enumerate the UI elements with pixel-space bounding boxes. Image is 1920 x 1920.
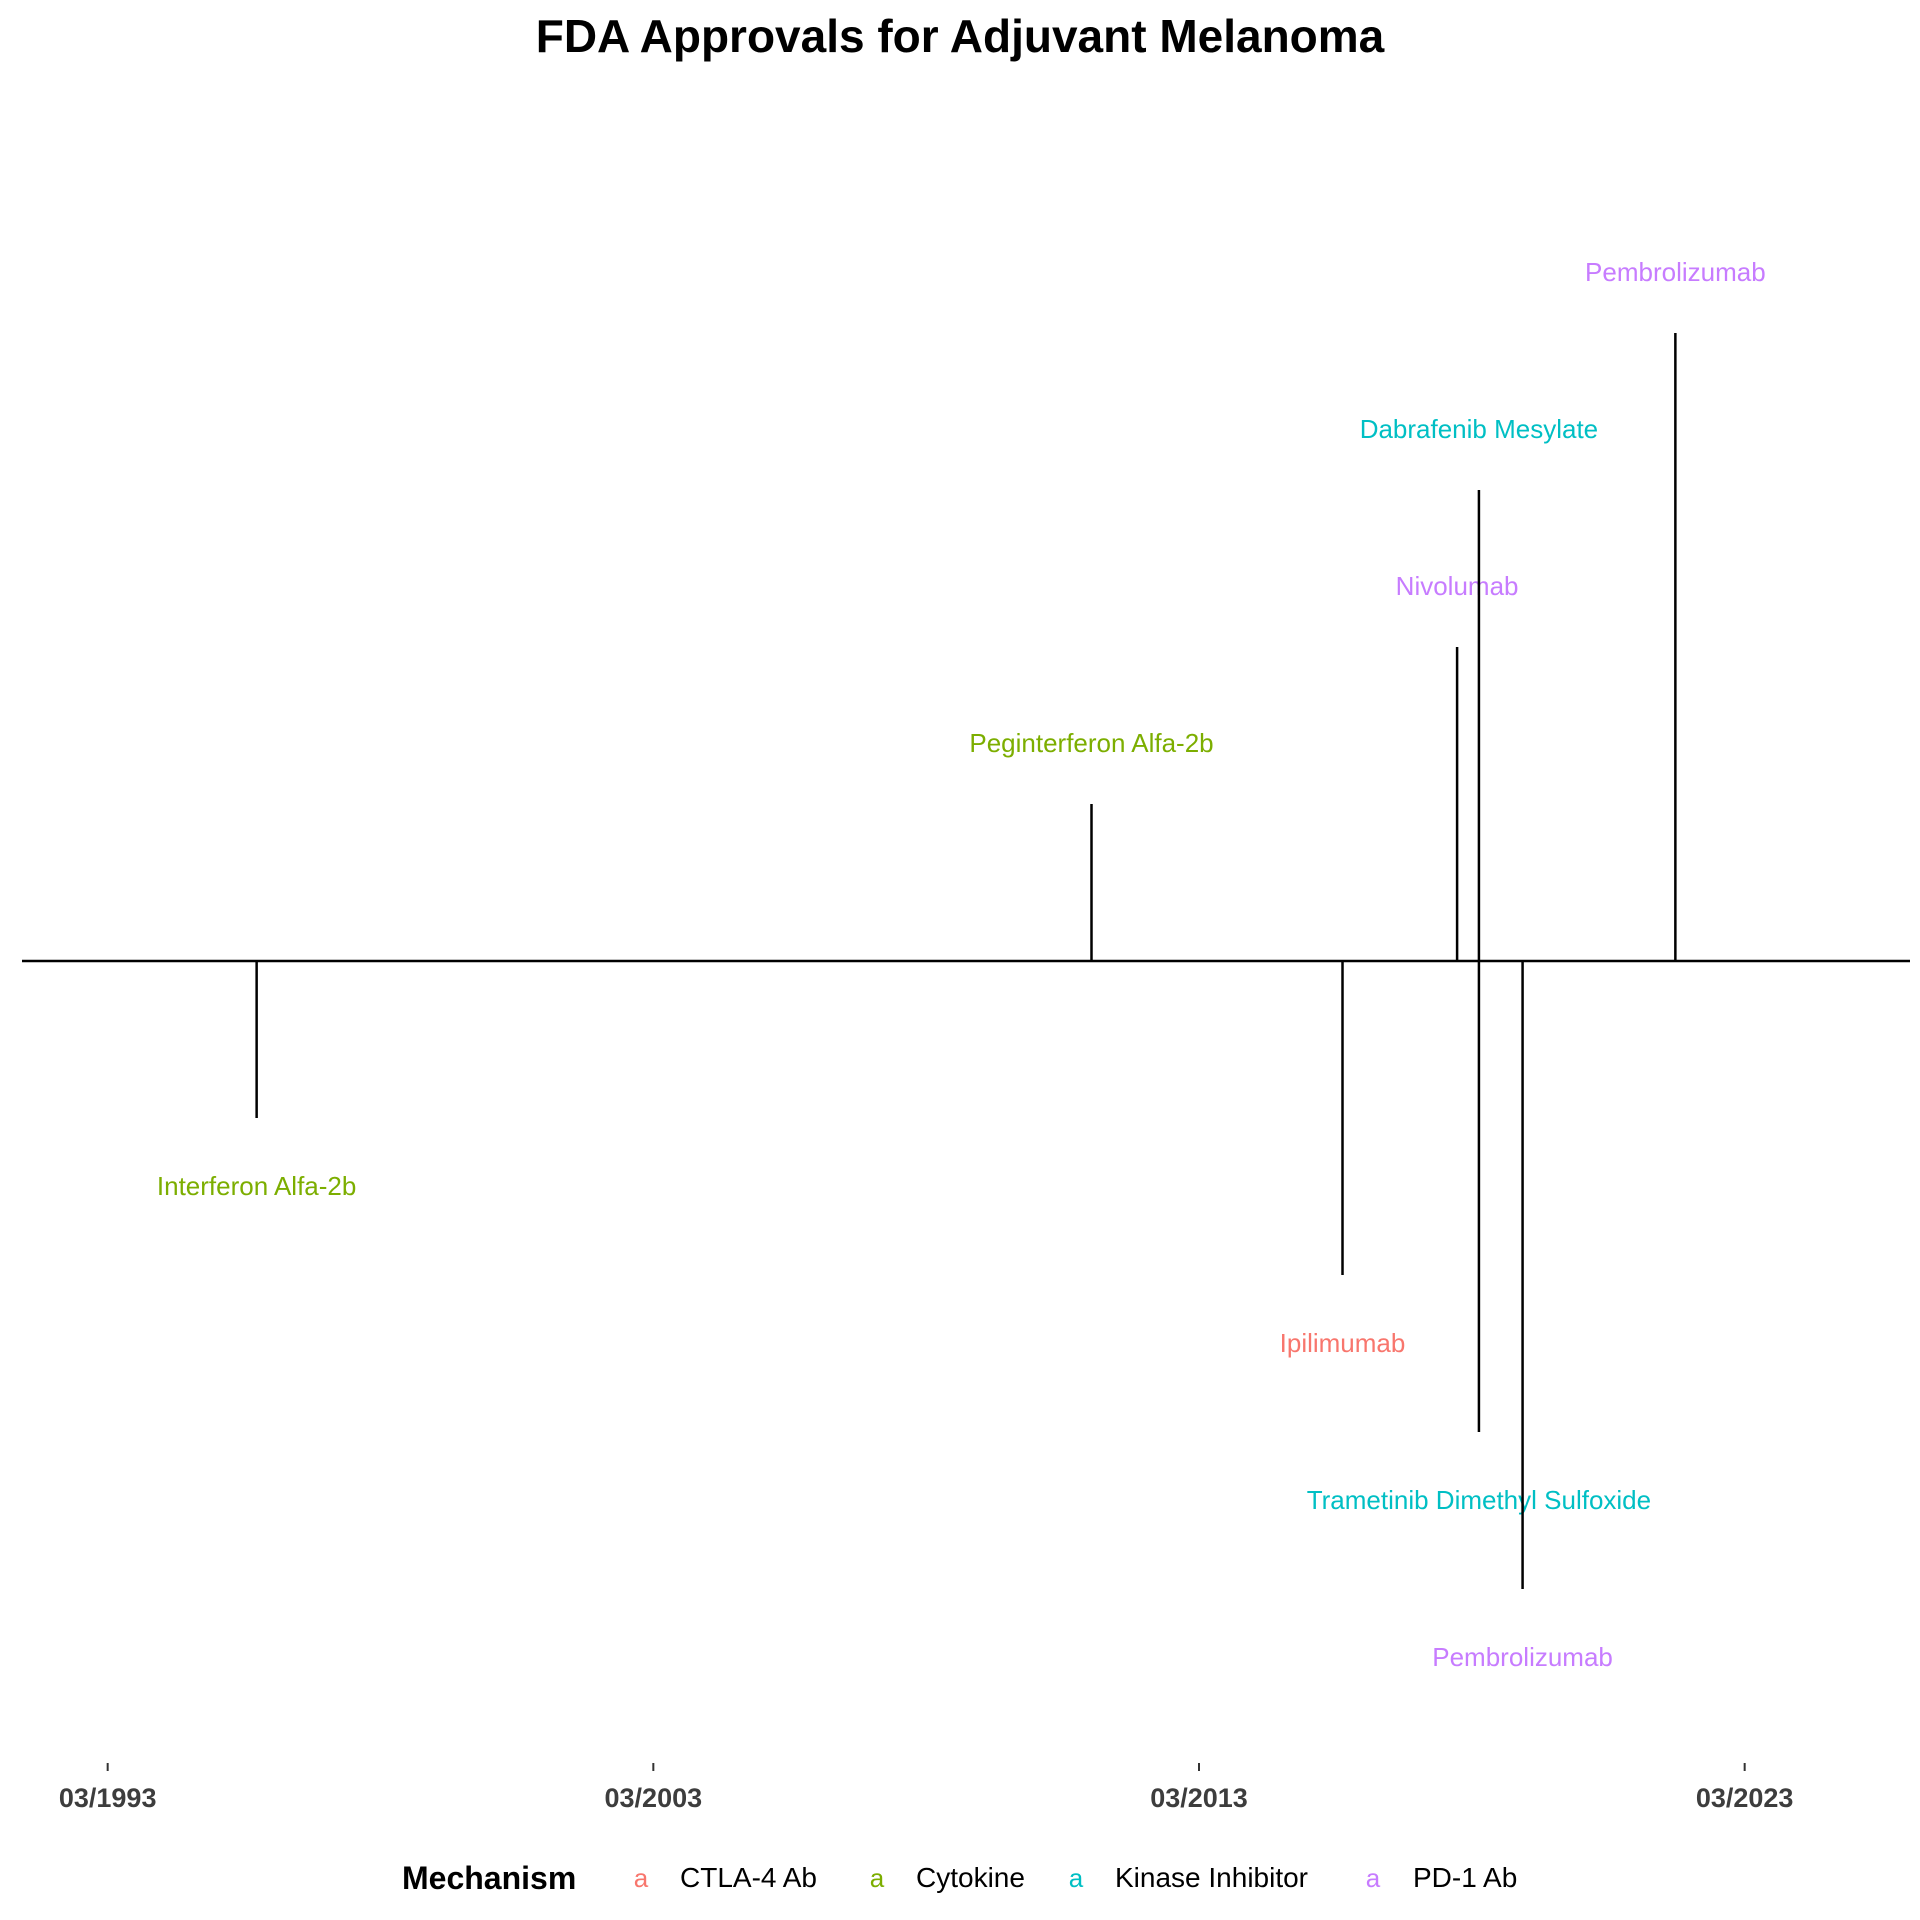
event-label: Trametinib Dimethyl Sulfoxide: [1307, 1485, 1651, 1515]
events-layer: Interferon Alfa-2b Peginterferon Alfa-2b I…: [157, 257, 1766, 1672]
chart-title: FDA Approvals for Adjuvant Melanoma: [536, 10, 1385, 62]
legend-item-label: Kinase Inhibitor: [1115, 1862, 1308, 1893]
legend-key-glyph: a: [870, 1863, 885, 1893]
x-tick-label: 03/2023: [1696, 1783, 1794, 1813]
legend-item-label: Cytokine: [916, 1862, 1025, 1893]
event-label: Dabrafenib Mesylate: [1360, 414, 1598, 444]
event-label: Interferon Alfa-2b: [157, 1171, 356, 1201]
event-label: Pembrolizumab: [1432, 1642, 1613, 1672]
legend-item-label: PD-1 Ab: [1413, 1862, 1517, 1893]
x-tick-label: 03/2013: [1150, 1783, 1248, 1813]
legend-item-label: CTLA-4 Ab: [680, 1862, 817, 1893]
legend-key-glyph: a: [1366, 1863, 1381, 1893]
event-label: Peginterferon Alfa-2b: [969, 728, 1213, 758]
legend: Mechanism a CTLA-4 Ab a Cytokine a Kinase Inh…: [402, 1860, 1517, 1896]
legend-key-glyph: a: [634, 1863, 649, 1893]
x-axis: 03/1993 03/2003 03/2013 03/2023: [59, 1763, 1794, 1813]
x-tick-label: 03/2003: [605, 1783, 703, 1813]
legend-key-glyph: a: [1069, 1863, 1084, 1893]
event-label: Pembrolizumab: [1585, 257, 1766, 287]
x-tick-label: 03/1993: [59, 1783, 157, 1813]
event-label: Nivolumab: [1396, 571, 1519, 601]
event-label: Ipilimumab: [1280, 1328, 1406, 1358]
legend-title: Mechanism: [402, 1860, 576, 1896]
